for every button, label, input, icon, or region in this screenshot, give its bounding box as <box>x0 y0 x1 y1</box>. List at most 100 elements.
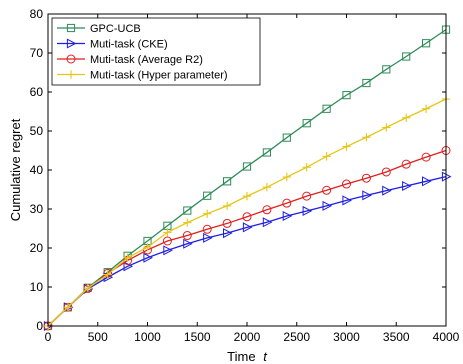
legend: GPC-UCB Muti-task (CKE) Muti-task (Average… <box>51 17 261 86</box>
x-axis-label: Time t <box>227 349 268 364</box>
series-1-point-5 <box>143 252 153 263</box>
series-0-point-19 <box>422 39 431 48</box>
series-3-point-6 <box>163 228 172 237</box>
series-1-point-15 <box>342 195 352 206</box>
series-line-1 <box>47 175 447 327</box>
series-2-point-18 <box>401 159 411 169</box>
series-0-point-18 <box>402 52 411 61</box>
x-tick-label-3: 1500 <box>184 330 211 344</box>
series-0-point-9 <box>223 177 232 186</box>
series-1 <box>43 171 452 332</box>
series-3-point-11 <box>262 182 272 192</box>
y-tick-label-8: 80 <box>30 7 44 21</box>
series-0-point-16 <box>362 78 371 88</box>
series-2-point-7 <box>182 231 192 241</box>
series-2-point-9 <box>222 218 232 228</box>
series-1-point-14 <box>322 200 333 211</box>
x-axis-label-variable: t <box>263 349 268 364</box>
legend-label-2: Muti-task (Average R2) <box>90 54 203 66</box>
series-1-point-9 <box>223 228 233 239</box>
legend-marker-0 <box>66 23 76 33</box>
series-2-point-14 <box>322 185 332 195</box>
series-1-point-13 <box>302 205 313 216</box>
x-tick-label-4: 2000 <box>234 330 261 344</box>
series-1-point-18 <box>402 180 412 192</box>
series-2-point-15 <box>342 179 351 189</box>
series-1-point-10 <box>242 222 253 233</box>
x-tick-label-2: 1000 <box>134 330 161 344</box>
legend-label-0: GPC-UCB <box>90 23 141 35</box>
series-2-point-11 <box>262 205 272 215</box>
series-2-point-16 <box>361 173 371 183</box>
legend-entry-2: Muti-task (Average R2) <box>57 54 203 66</box>
legend-marker-2 <box>66 54 76 64</box>
series-1-point-19 <box>422 176 432 187</box>
series-0-point-10 <box>242 162 252 171</box>
series-2-point-17 <box>381 167 391 177</box>
legend-label-1: Muti-task (CKE) <box>90 39 168 51</box>
legend-entry-0: GPC-UCB <box>57 23 141 35</box>
series-line-0 <box>47 29 447 327</box>
y-tick-label-1: 10 <box>30 280 44 294</box>
series-0-point-13 <box>302 119 311 128</box>
series-3-point-14 <box>322 152 331 161</box>
series-3 <box>43 94 451 331</box>
series-2-point-19 <box>421 152 431 162</box>
y-tick-label-2: 20 <box>30 241 44 255</box>
x-tick-label-7: 3500 <box>383 330 410 344</box>
series-0-point-17 <box>382 65 391 74</box>
series-0-point-14 <box>322 104 331 113</box>
series-2-point-12 <box>282 198 292 208</box>
x-tick-label-6: 3000 <box>333 330 360 344</box>
legend-entry-1: Muti-task (CKE) <box>57 38 168 51</box>
x-tick-label-5: 2500 <box>283 330 310 344</box>
series-1-point-17 <box>382 185 392 196</box>
legend-marker-1 <box>66 38 77 49</box>
x-tick-label-1: 500 <box>88 330 108 344</box>
series-0-point-12 <box>282 133 291 142</box>
series-3-point-16 <box>362 133 371 142</box>
series-3-point-15 <box>342 142 351 151</box>
series-1-point-16 <box>362 190 372 201</box>
series-0-point-15 <box>342 91 351 100</box>
series-3-point-5 <box>143 243 152 252</box>
series-2-point-6 <box>162 236 172 246</box>
series-3-point-1 <box>63 303 73 312</box>
legend-entry-3: Muti-task (Hyper parameter) <box>57 70 228 82</box>
series-1-point-7 <box>183 238 193 249</box>
series-3-point-19 <box>421 104 431 113</box>
series-2-point-10 <box>242 212 252 222</box>
series-1-point-6 <box>163 245 173 256</box>
axes-layer: 0 500 1000 1500 2000 2500 3000 3500 4000 0 10 20 30 4… <box>30 7 460 344</box>
series-3-point-10 <box>242 191 252 201</box>
series-3-point-2 <box>83 283 92 293</box>
series-0-point-11 <box>262 148 271 157</box>
x-axis-label-text: Time <box>227 349 255 364</box>
series-0-point-7 <box>183 206 192 215</box>
series-1-point-11 <box>262 217 273 228</box>
series-3-point-4 <box>123 253 132 262</box>
y-tick-label-0: 0 <box>36 319 43 333</box>
series-layer <box>43 25 452 332</box>
series-0-point-8 <box>203 191 212 200</box>
series-2-point-8 <box>202 224 212 234</box>
series-2-point-13 <box>302 191 312 201</box>
series-3-point-7 <box>183 218 192 227</box>
legend-marker-3 <box>66 70 76 79</box>
x-tick-label-0: 0 <box>45 330 52 344</box>
legend-box <box>51 17 261 86</box>
series-3-point-3 <box>103 270 112 279</box>
y-tick-label-6: 60 <box>30 85 44 99</box>
series-3-point-9 <box>222 201 232 211</box>
series-3-point-13 <box>302 163 311 172</box>
series-3-point-17 <box>382 123 391 132</box>
y-tick-label-5: 50 <box>30 124 44 138</box>
series-3-point-8 <box>203 209 212 218</box>
y-tick-label-3: 30 <box>30 202 44 216</box>
series-3-point-18 <box>402 113 411 122</box>
series-3-point-12 <box>282 172 291 182</box>
series-1-point-12 <box>282 210 293 222</box>
y-tick-label-4: 40 <box>30 163 44 177</box>
y-tick-label-7: 70 <box>30 46 44 60</box>
